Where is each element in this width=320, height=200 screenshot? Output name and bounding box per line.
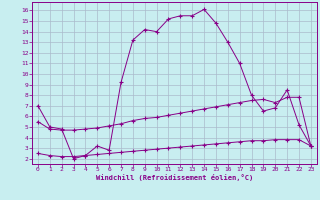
X-axis label: Windchill (Refroidissement éolien,°C): Windchill (Refroidissement éolien,°C) bbox=[96, 174, 253, 181]
